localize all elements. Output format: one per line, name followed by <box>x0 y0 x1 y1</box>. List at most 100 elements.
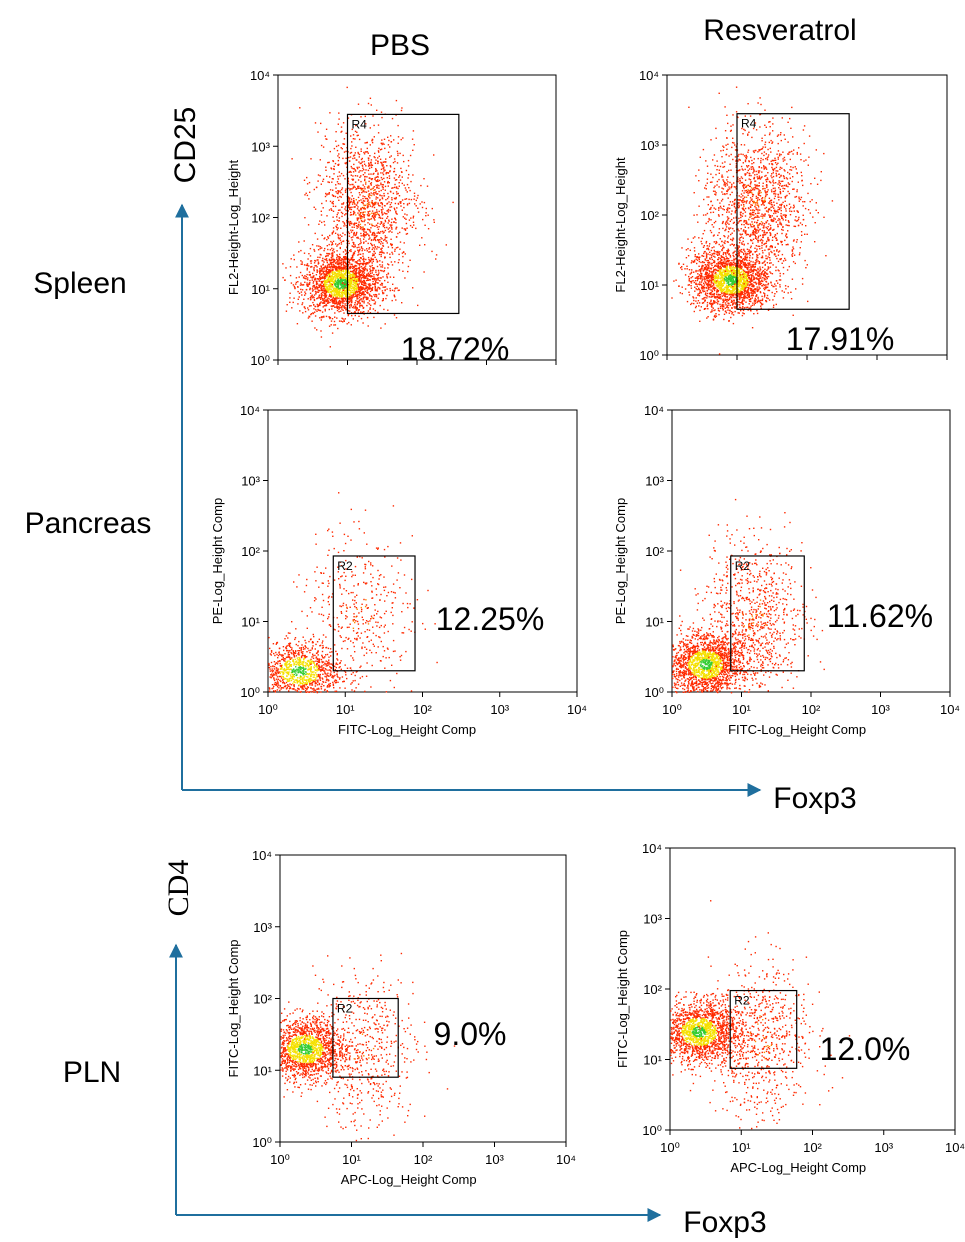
row-label-pln: PLN <box>63 1056 121 1089</box>
y-tick-label: 10⁴ <box>639 68 659 83</box>
x-tick-label: 10¹ <box>342 1152 361 1167</box>
x-tick-label: 10¹ <box>336 702 355 717</box>
plot-frame <box>267 409 578 693</box>
y-tick-label: 10⁴ <box>250 68 270 83</box>
y-tick-label: 10¹ <box>251 282 270 297</box>
x-tick-label: 10² <box>802 702 821 717</box>
gate-label: R4 <box>741 117 757 131</box>
y-tick-label: 10⁴ <box>642 841 662 856</box>
gate-label: R2 <box>337 559 353 573</box>
y-tick-label: 10⁰ <box>642 1123 662 1138</box>
y-tick-label: 10² <box>645 544 664 559</box>
y-tick-label: 10¹ <box>645 615 664 630</box>
y-tick-label: 10² <box>251 211 270 226</box>
y-tick-label: 10³ <box>253 920 272 935</box>
scatter-panel-pln-pbs: 10⁰ 10¹ 10² 10³ 10⁴ 10⁰ 10¹ 10² 10³ 10⁴ APC-Log_He… <box>226 848 576 1187</box>
x-tick-label: 10² <box>413 702 432 717</box>
y-tick-label: 10¹ <box>253 1063 272 1078</box>
y-tick-label: 10⁰ <box>250 353 270 368</box>
plot-frame <box>279 854 567 1143</box>
plot-frame <box>666 74 948 356</box>
y-tick-label: 10³ <box>640 138 659 153</box>
plot-frame <box>669 847 956 1131</box>
x-tick-label: 10¹ <box>732 1140 751 1155</box>
x-axis-title: FITC-Log_Height Comp <box>728 722 866 737</box>
x-tick-label: 10¹ <box>732 702 751 717</box>
upper-y-label: CD25 <box>169 107 202 184</box>
x-tick-label: 10⁰ <box>270 1152 290 1167</box>
x-tick-label: 10⁴ <box>556 1152 576 1167</box>
y-tick-label: 10¹ <box>640 278 659 293</box>
x-tick-label: 10³ <box>871 702 890 717</box>
x-tick-label: 10⁴ <box>940 702 960 717</box>
y-tick-label: 10⁴ <box>240 403 260 418</box>
y-tick-label: 10² <box>241 544 260 559</box>
y-tick-label: 10⁴ <box>252 848 272 863</box>
y-axis-title: PE-Log_Height Comp <box>613 498 628 624</box>
x-tick-label: 10⁰ <box>660 1140 680 1155</box>
y-axis-title: FITC-Log_Height Comp <box>226 940 241 1078</box>
x-tick-label: 10⁰ <box>258 702 278 717</box>
gate-r2 <box>332 555 416 672</box>
y-tick-label: 10⁴ <box>644 403 664 418</box>
y-tick-label: 10⁰ <box>240 685 260 700</box>
upper-x-label: Foxp3 <box>773 782 856 815</box>
x-tick-label: 10⁰ <box>662 702 682 717</box>
y-tick-label: 10³ <box>241 474 260 489</box>
event-dots <box>280 952 456 1142</box>
y-tick-label: 10² <box>640 208 659 223</box>
x-axis-title: FITC-Log_Height Comp <box>338 722 476 737</box>
gate-r2 <box>729 989 798 1069</box>
y-tick-label: 10⁰ <box>644 685 664 700</box>
row-label-pancreas: Pancreas <box>25 507 152 540</box>
y-tick-label: 10¹ <box>643 1053 662 1068</box>
gate-percentage: 11.62% <box>827 598 933 634</box>
y-tick-label: 10³ <box>251 139 270 154</box>
column-header-pbs: PBS <box>370 29 430 62</box>
gate-label: R4 <box>352 117 368 131</box>
lower-y-label: CD4 <box>162 860 195 917</box>
x-axis-title: APC-Log_Height Comp <box>341 1172 477 1187</box>
x-tick-label: 10³ <box>874 1140 893 1155</box>
x-tick-label: 10³ <box>485 1152 504 1167</box>
event-dots <box>670 900 851 1130</box>
gate-percentage: 9.0% <box>434 1016 507 1052</box>
scatter-panel-pancreas-resveratrol: 10⁰ 10¹ 10² 10³ 10⁴ 10⁰ 10¹ 10² 10³ 10⁴ FITC-Log_H… <box>613 403 960 737</box>
event-dots <box>672 498 825 694</box>
y-tick-label: 10¹ <box>241 615 260 630</box>
y-axis-title: PE-Log_Height Comp <box>210 498 225 624</box>
column-header-resveratrol: Resveratrol <box>703 14 856 47</box>
gate-percentage: 12.0% <box>820 1031 911 1067</box>
x-tick-label: 10³ <box>490 702 509 717</box>
x-tick-label: 10⁴ <box>567 702 587 717</box>
scatter-panel-pancreas-pbs: 10⁰ 10¹ 10² 10³ 10⁴ 10⁰ 10¹ 10² 10³ 10⁴ FITC-Log_H… <box>210 403 587 737</box>
gate-percentage: 12.25% <box>436 601 545 637</box>
gate-r4 <box>346 113 460 315</box>
y-axis-title: FITC-Log_Height Comp <box>615 930 630 1068</box>
x-tick-label: 10⁴ <box>945 1140 965 1155</box>
x-tick-label: 10² <box>803 1140 822 1155</box>
y-tick-label: 10² <box>253 992 272 1007</box>
x-tick-label: 10² <box>414 1152 433 1167</box>
y-tick-label: 10⁰ <box>639 348 659 363</box>
gate-percentage: 18.72% <box>401 331 510 367</box>
y-tick-label: 10² <box>643 982 662 997</box>
scatter-panel-spleen-pbs: 10⁰ 10¹ 10² 10³ 10⁴ FL2-Height-Log_Height R4 18… <box>226 68 557 368</box>
gate-r2 <box>332 997 399 1078</box>
y-axis-title: FL2-Height-Log_Height <box>613 157 628 293</box>
y-tick-label: 10³ <box>645 474 664 489</box>
lower-x-label: Foxp3 <box>683 1206 766 1239</box>
gate-label: R2 <box>734 994 750 1008</box>
gate-label: R2 <box>735 559 751 573</box>
gate-label: R2 <box>337 1002 353 1016</box>
scatter-panel-pln-resveratrol: 10⁰ 10¹ 10² 10³ 10⁴ 10⁰ 10¹ 10² 10³ 10⁴ APC-Log_He… <box>615 841 965 1175</box>
event-dots <box>282 86 454 348</box>
y-tick-label: 10³ <box>643 912 662 927</box>
scatter-panel-spleen-resveratrol: 10⁰ 10¹ 10² 10³ 10⁴ FL2-Height-Log_Height R4 17… <box>613 68 948 363</box>
gate-r2 <box>730 555 805 672</box>
row-label-spleen: Spleen <box>33 267 126 300</box>
x-axis-title: APC-Log_Height Comp <box>730 1160 866 1175</box>
event-dots <box>268 492 438 694</box>
y-tick-label: 10⁰ <box>252 1135 272 1150</box>
